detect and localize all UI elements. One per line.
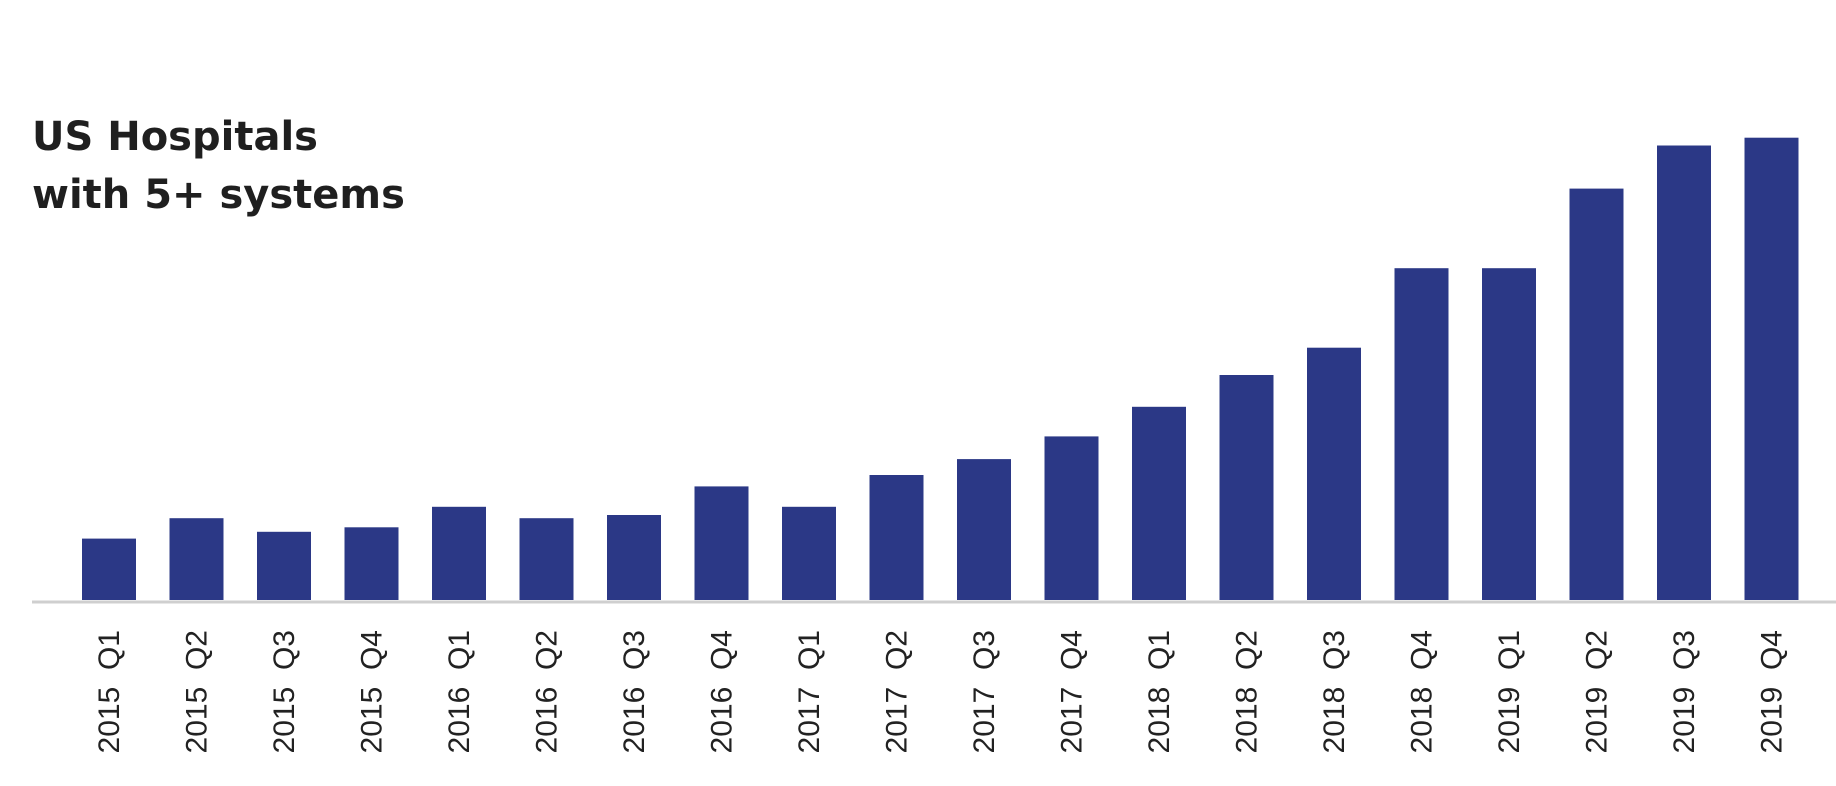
x-tick-label-2018-q1: 2018 Q1 [1143, 630, 1176, 753]
bar-2018-q3 [1307, 347, 1361, 600]
chart-title-line-1: US Hospitals [32, 114, 318, 160]
x-tick-label-2015-q4: 2015 Q4 [356, 630, 389, 753]
bar-2018-q2 [1219, 375, 1274, 600]
x-tick-label-2018-q2: 2018 Q2 [1231, 630, 1264, 753]
x-tick-label-2017-q2: 2017 Q2 [881, 630, 914, 753]
bar-2019-q3 [1657, 145, 1711, 600]
chart-title-line-2: with 5+ systems [32, 172, 405, 218]
x-tick-label-2015-q1: 2015 Q1 [93, 630, 126, 753]
bar-2016-q4 [694, 486, 749, 600]
bar-2017-q4 [1044, 436, 1099, 600]
x-tick-label-2016-q1: 2016 Q1 [443, 630, 476, 753]
bar-2015-q2 [169, 518, 224, 600]
bar-2019-q2 [1569, 188, 1624, 600]
bar-2016-q2 [519, 518, 574, 600]
bar-2018-q1 [1132, 406, 1186, 600]
x-tick-label-2016-q3: 2016 Q3 [618, 630, 651, 753]
x-tick-label-2019-q4: 2019 Q4 [1756, 630, 1789, 753]
bar-2015-q4 [344, 527, 399, 600]
bar-2019-q4 [1744, 137, 1799, 600]
bar-2016-q1 [432, 506, 486, 600]
x-tick-label-2016-q2: 2016 Q2 [531, 630, 564, 753]
bar-2017-q1 [782, 506, 836, 600]
x-tick-label-2019-q2: 2019 Q2 [1581, 630, 1614, 753]
x-tick-label-2019-q3: 2019 Q3 [1668, 630, 1701, 753]
chart-title: US Hospitals with 5+ systems [32, 114, 405, 218]
x-tick-label-2017-q3: 2017 Q3 [968, 630, 1001, 753]
bar-2017-q3 [957, 459, 1011, 600]
x-tick-label-2016-q4: 2016 Q4 [706, 630, 739, 753]
x-tick-label-2017-q1: 2017 Q1 [793, 630, 826, 753]
bar-2018-q4 [1394, 268, 1449, 600]
x-tick-label-2018-q3: 2018 Q3 [1318, 630, 1351, 753]
x-tick-label-2018-q4: 2018 Q4 [1406, 630, 1439, 753]
bar-2019-q1 [1482, 268, 1536, 600]
x-tick-label-2015-q3: 2015 Q3 [268, 630, 301, 753]
bar-2016-q3 [607, 515, 661, 600]
bar-series [82, 137, 1799, 600]
bar-2015-q1 [82, 538, 136, 600]
x-axis-tick-labels: 2015 Q1 2015 Q2 2015 Q3 2015 Q4 2016 Q1 2016 … [93, 630, 1789, 753]
x-tick-label-2015-q2: 2015 Q2 [181, 630, 214, 753]
x-tick-label-2019-q1: 2019 Q1 [1493, 630, 1526, 753]
bar-2015-q3 [257, 531, 311, 600]
bar-2017-q2 [869, 475, 924, 600]
x-tick-label-2017-q4: 2017 Q4 [1056, 630, 1089, 753]
